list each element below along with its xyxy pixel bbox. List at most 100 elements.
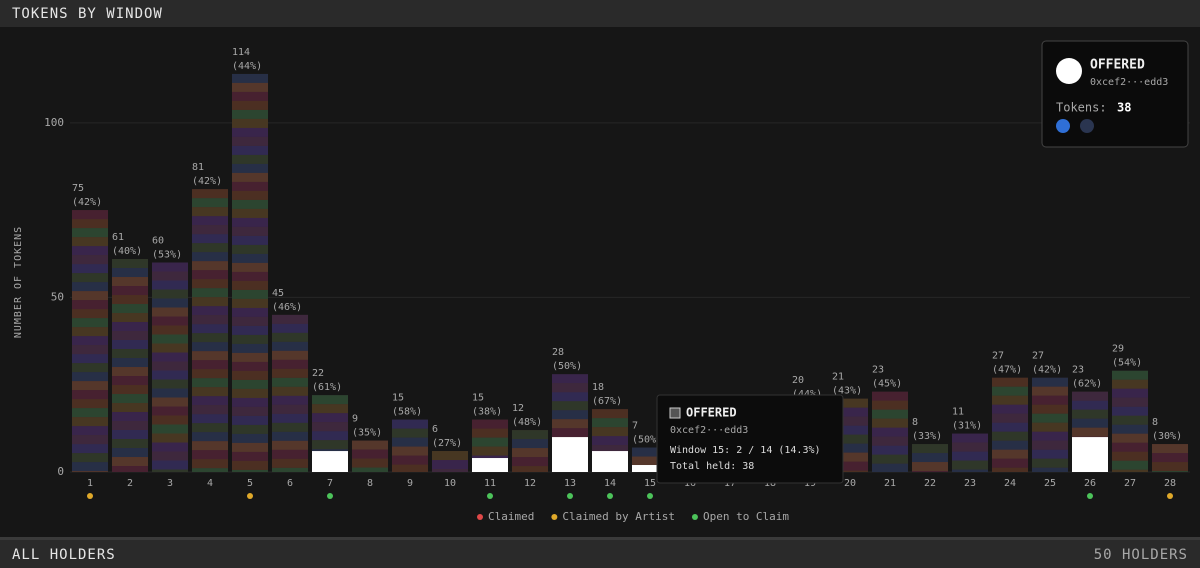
bar-stripe: [232, 253, 268, 263]
x-tick-label: 11: [484, 478, 496, 489]
bar-stripe: [272, 377, 308, 387]
bar-stripe: [992, 440, 1028, 450]
bar-stripe: [232, 262, 268, 272]
bar-stripe: [272, 458, 308, 468]
share-label: (43%): [832, 386, 862, 397]
bar-stripe: [232, 100, 268, 110]
y-tick-label: 100: [44, 116, 64, 129]
bar-stripe: [1112, 388, 1148, 398]
offered-segment: [552, 437, 588, 472]
bar-stripe: [72, 363, 108, 373]
bar-stripe: [632, 456, 668, 466]
bar-stripe: [112, 448, 148, 458]
bar-stripe: [1032, 458, 1068, 468]
y-tick-label: 0: [57, 465, 64, 478]
footer-title: ALL HOLDERS: [12, 547, 116, 563]
bar-stripe: [992, 413, 1028, 423]
bar-stripe: [72, 426, 108, 436]
value-label: 114: [232, 47, 250, 58]
bar-stripe: [232, 190, 268, 200]
x-tick-label: 20: [844, 478, 856, 489]
bar-stripe: [992, 467, 1028, 472]
icon[interactable]: [1056, 119, 1070, 133]
bar-stripe: [432, 451, 468, 461]
bar-stripe: [152, 361, 188, 371]
footer-divider: [0, 537, 1200, 540]
bar-stripe: [192, 396, 228, 406]
bar-stripe: [232, 181, 268, 191]
bar-stripe: [232, 307, 268, 317]
bar-stripe: [72, 345, 108, 355]
bar-stripe: [1112, 379, 1148, 389]
value-label: 21: [832, 372, 844, 383]
x-tick-label: 8: [367, 478, 373, 489]
bar-stripe: [72, 444, 108, 454]
value-label: 7: [632, 421, 638, 432]
bar-stripe: [272, 350, 308, 360]
bar-stripe: [232, 424, 268, 434]
bar-stripe: [232, 343, 268, 353]
bar-stripe: [312, 422, 348, 432]
bar-stripe: [1032, 467, 1068, 472]
bar-stripe: [552, 410, 588, 420]
status-dot: [1167, 493, 1173, 499]
bar-stripe: [272, 413, 308, 423]
bar-stripe: [872, 418, 908, 428]
value-label: 45: [272, 288, 284, 299]
bar-stripe: [592, 409, 628, 419]
bar-stripe: [192, 450, 228, 460]
bar-stripe: [272, 368, 308, 378]
share-label: (54%): [1112, 358, 1142, 369]
status-dot: [247, 493, 253, 499]
x-tick-label: 23: [964, 478, 976, 489]
bar-stripe: [512, 430, 548, 440]
status-dot: [87, 493, 93, 499]
bar-stripe: [232, 442, 268, 452]
bar-stripe: [192, 270, 228, 280]
bar-stripe: [112, 322, 148, 332]
bar-stripe: [1112, 451, 1148, 461]
status-dot: [607, 493, 613, 499]
bar-stripe: [1032, 404, 1068, 414]
bar-stripe: [952, 460, 988, 470]
bar-stripe: [472, 428, 508, 438]
bar-stripe: [232, 451, 268, 461]
bar-stripe: [872, 454, 908, 464]
bar-stripe: [72, 282, 108, 292]
bar-stripe: [1112, 469, 1148, 472]
bar-stripe: [152, 451, 188, 461]
x-tick-label: 5: [247, 478, 253, 489]
bar-stripe: [192, 189, 228, 199]
bar-stripe: [72, 381, 108, 391]
x-tick-label: 4: [207, 478, 213, 489]
icon[interactable]: [1080, 119, 1094, 133]
share-label: (27%): [432, 438, 462, 449]
status-dot: [1087, 493, 1093, 499]
bar-stripe: [152, 397, 188, 407]
bar-stripe: [1072, 391, 1108, 401]
bar-stripe: [72, 327, 108, 337]
share-label: (31%): [952, 421, 982, 432]
bar-stripe: [152, 307, 188, 317]
bar-stripe: [832, 416, 868, 426]
bar-stripe: [232, 379, 268, 389]
share-label: (48%): [512, 417, 542, 428]
bar-stripe: [1152, 453, 1188, 463]
bar-stripe: [192, 252, 228, 262]
bar-stripe: [312, 404, 348, 414]
share-label: (42%): [1032, 365, 1062, 376]
share-label: (47%): [992, 365, 1022, 376]
x-tick-label: 10: [444, 478, 456, 489]
share-label: (38%): [472, 407, 502, 418]
bar-stripe: [152, 370, 188, 380]
bar-stripe: [72, 255, 108, 265]
bar-stripe: [232, 298, 268, 308]
bar-stripe: [552, 383, 588, 393]
tooltip-swatch: [669, 407, 681, 419]
bar-stripe: [552, 419, 588, 429]
bar-stripe: [112, 268, 148, 278]
bar-stripe: [552, 392, 588, 402]
bar-stripe: [1072, 400, 1108, 410]
bar-stripe: [232, 334, 268, 344]
bar-stripe: [832, 443, 868, 453]
